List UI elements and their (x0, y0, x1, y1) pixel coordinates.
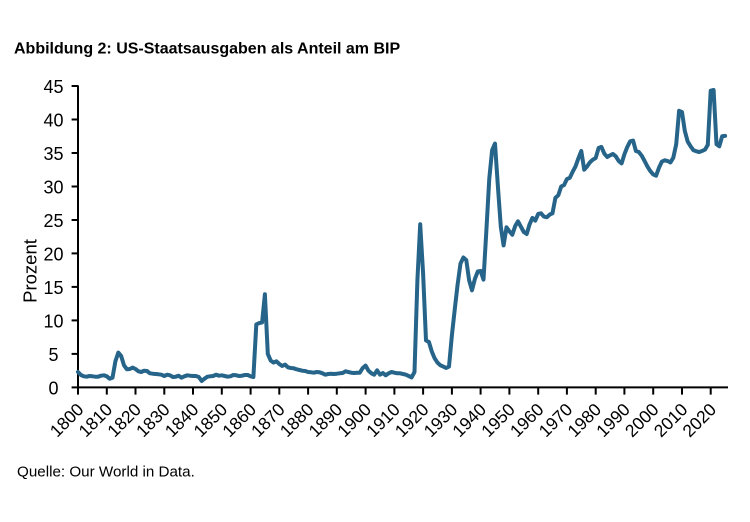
svg-text:2020: 2020 (678, 399, 720, 441)
svg-text:0: 0 (48, 378, 58, 398)
svg-text:5: 5 (48, 345, 58, 365)
svg-text:20: 20 (43, 244, 63, 264)
svg-text:Prozent: Prozent (19, 239, 40, 303)
svg-text:30: 30 (43, 178, 63, 198)
svg-text:25: 25 (43, 211, 63, 231)
svg-text:35: 35 (43, 144, 63, 164)
svg-text:Quelle: Our World in Data.: Quelle: Our World in Data. (17, 464, 195, 481)
svg-text:15: 15 (43, 278, 63, 298)
svg-text:Abbildung 2: US-Staatsausgaben: Abbildung 2: US-Staatsausgaben als Antei… (14, 41, 400, 58)
svg-text:40: 40 (43, 111, 63, 131)
svg-text:10: 10 (43, 311, 63, 331)
svg-text:45: 45 (43, 77, 63, 97)
